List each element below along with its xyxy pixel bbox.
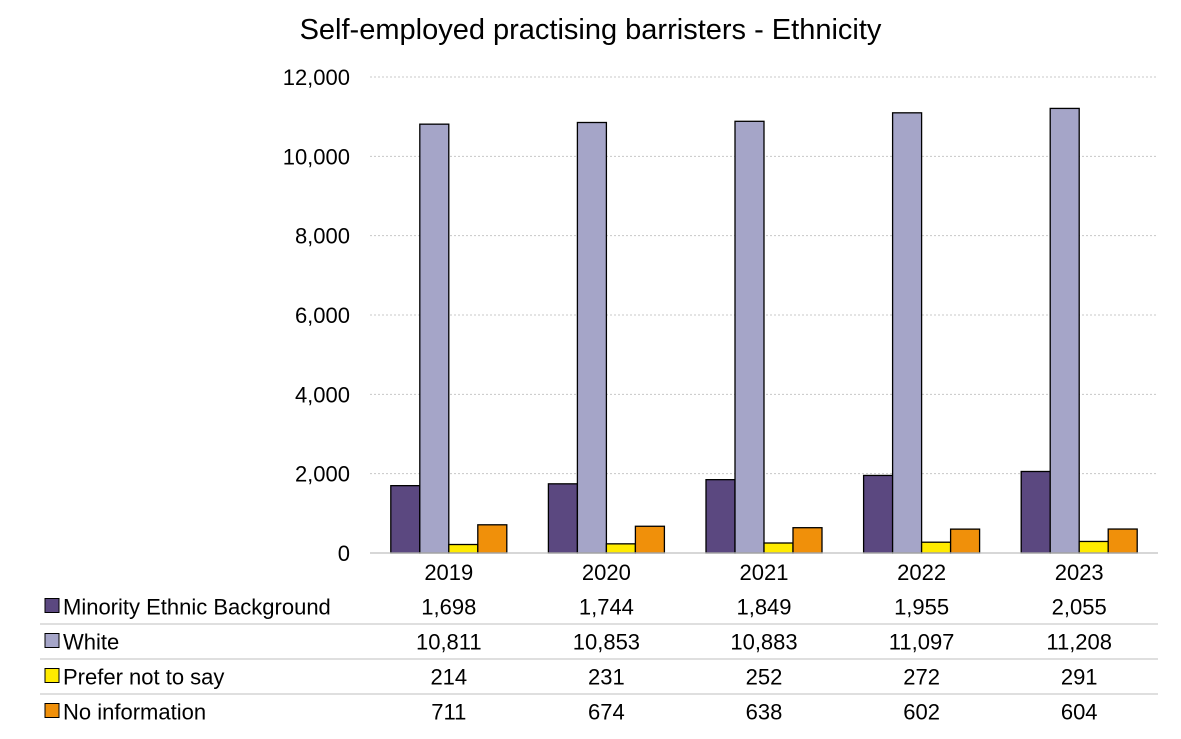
x-tick-label: 2022 <box>897 560 946 585</box>
bar <box>949 528 981 554</box>
table-cell: 1,955 <box>894 595 949 620</box>
legend-key <box>44 668 60 683</box>
y-axis-tick-labels: 0 2,000 4,000 6,000 8,000 10,000 12,000 <box>283 65 350 566</box>
table-cell: 674 <box>588 700 625 725</box>
table-cell: 711 <box>431 700 466 725</box>
bar <box>1020 470 1051 554</box>
y-tick-label: 0 <box>338 541 350 566</box>
bar <box>792 527 823 554</box>
table-cell: 10,811 <box>416 630 482 655</box>
table-cell: 604 <box>1061 700 1098 725</box>
y-tick-label: 12,000 <box>283 65 350 90</box>
x-tick-label: 2019 <box>424 560 473 585</box>
series-name: Minority Ethnic Background <box>63 595 331 620</box>
table-cell: 1,849 <box>736 595 791 620</box>
bar <box>891 112 923 554</box>
x-tick-label: 2020 <box>582 560 631 585</box>
bar <box>390 484 421 554</box>
table-cell: 11,208 <box>1046 630 1112 655</box>
bars <box>390 107 1138 554</box>
y-tick-label: 2,000 <box>295 462 350 487</box>
table-cell: 11,097 <box>889 630 955 655</box>
table-cell: 602 <box>903 700 940 725</box>
bar <box>763 542 794 554</box>
bar <box>576 121 608 554</box>
y-tick-label: 10,000 <box>283 144 350 169</box>
bar <box>705 479 736 554</box>
bar <box>419 123 450 554</box>
table-cell: 10,853 <box>573 630 640 655</box>
bar <box>1049 107 1080 554</box>
table-cell: 2,055 <box>1052 595 1107 620</box>
table-cell: 272 <box>903 665 940 690</box>
table-cell: 638 <box>746 700 783 725</box>
series-name: White <box>63 630 119 655</box>
bar <box>547 483 579 554</box>
bar <box>920 541 952 554</box>
legend-key <box>44 633 60 648</box>
table-cell: 1,744 <box>579 595 634 620</box>
table-cell: 291 <box>1061 665 1098 690</box>
y-tick-label: 6,000 <box>295 303 350 328</box>
table-cell: 231 <box>588 665 625 690</box>
data-table: Minority Ethnic Background 1,698 1,744 1,84… <box>40 595 1158 725</box>
chart-title: Self-employed practising barristers - Et… <box>299 14 882 46</box>
table-cell: 252 <box>746 665 783 690</box>
x-axis-tick-labels: 2019 2020 2021 2022 2023 <box>424 560 1103 585</box>
bar <box>477 524 508 554</box>
table-cell: 1,698 <box>421 595 476 620</box>
y-tick-label: 4,000 <box>295 382 350 407</box>
bar <box>1078 540 1109 554</box>
table-cell: 214 <box>430 665 467 690</box>
y-tick-label: 8,000 <box>295 224 350 249</box>
table-cell: 10,883 <box>730 630 797 655</box>
bar <box>634 525 666 554</box>
legend-key <box>44 703 60 718</box>
x-tick-label: 2023 <box>1055 560 1104 585</box>
bar <box>862 474 894 554</box>
bar <box>605 543 637 554</box>
x-tick-label: 2021 <box>740 560 789 585</box>
series-name: Prefer not to say <box>63 665 224 690</box>
bar <box>734 120 765 554</box>
series-name: No information <box>63 700 206 725</box>
bar <box>1107 528 1138 554</box>
legend-key <box>44 598 60 613</box>
bar <box>448 543 479 554</box>
